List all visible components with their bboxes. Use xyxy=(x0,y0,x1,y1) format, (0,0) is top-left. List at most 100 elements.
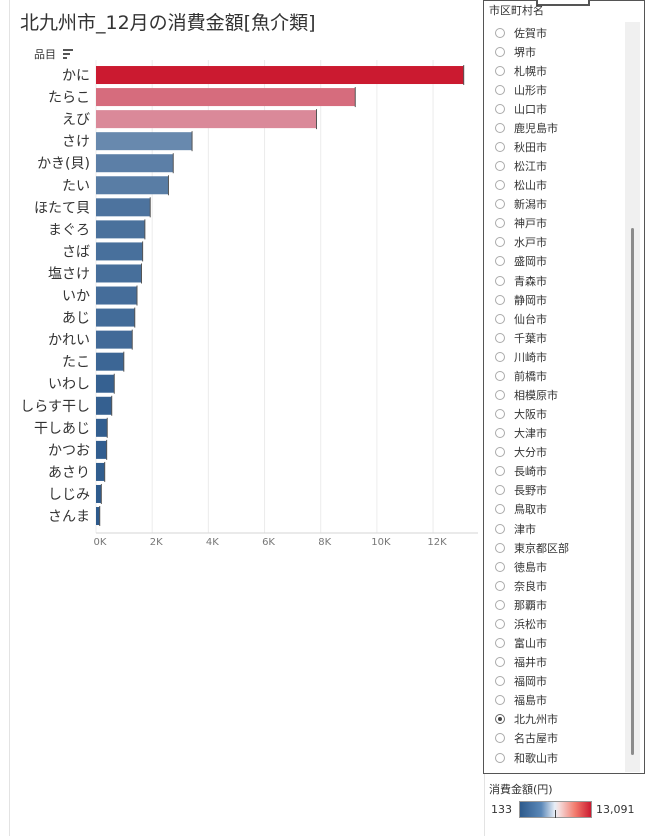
bar[interactable] xyxy=(96,132,193,151)
filter-option[interactable]: 大阪市 xyxy=(495,405,619,424)
filter-option[interactable]: 福井市 xyxy=(495,653,619,672)
filter-scrollbar-thumb[interactable] xyxy=(631,228,634,755)
bar[interactable] xyxy=(96,418,108,437)
filter-option[interactable]: 徳島市 xyxy=(495,557,619,576)
radio-button[interactable] xyxy=(495,122,505,133)
radio-button[interactable] xyxy=(495,428,505,439)
filter-option[interactable]: 長野市 xyxy=(495,481,619,500)
filter-option[interactable]: 和歌山市 xyxy=(495,748,619,767)
radio-button[interactable] xyxy=(495,161,505,172)
bar[interactable] xyxy=(96,66,464,85)
filter-option[interactable]: 長崎市 xyxy=(495,462,619,481)
bar[interactable] xyxy=(96,110,317,129)
filter-option[interactable]: 神戸市 xyxy=(495,214,619,233)
filter-option[interactable]: 山口市 xyxy=(495,99,619,118)
bar[interactable] xyxy=(96,176,169,195)
filter-option[interactable]: 佐賀市 xyxy=(495,23,619,42)
radio-button[interactable] xyxy=(495,752,505,763)
radio-button[interactable] xyxy=(495,390,505,401)
filter-option[interactable]: 名古屋市 xyxy=(495,729,619,748)
filter-option[interactable]: 前橋市 xyxy=(495,366,619,385)
radio-button[interactable] xyxy=(495,218,505,229)
bar[interactable] xyxy=(96,242,143,261)
filter-option[interactable]: 北九州市 xyxy=(495,710,619,729)
radio-button[interactable] xyxy=(495,180,505,191)
radio-button[interactable] xyxy=(495,638,505,649)
bar[interactable] xyxy=(96,330,133,349)
filter-option[interactable]: 相模原市 xyxy=(495,385,619,404)
filter-option[interactable]: 大津市 xyxy=(495,424,619,443)
filter-option[interactable]: 福岡市 xyxy=(495,672,619,691)
filter-option[interactable]: 千葉市 xyxy=(495,328,619,347)
bar[interactable] xyxy=(96,440,107,459)
radio-button[interactable] xyxy=(495,313,505,324)
bar[interactable] xyxy=(96,352,124,371)
bar[interactable] xyxy=(96,396,112,415)
radio-button[interactable] xyxy=(495,142,505,152)
radio-button[interactable] xyxy=(495,714,505,725)
radio-button[interactable] xyxy=(495,199,505,210)
radio-button[interactable] xyxy=(495,351,505,362)
bar[interactable] xyxy=(96,484,102,503)
bar[interactable] xyxy=(96,88,356,107)
radio-button[interactable] xyxy=(495,65,505,76)
filter-option[interactable]: 大分市 xyxy=(495,443,619,462)
radio-button[interactable] xyxy=(495,256,505,267)
filter-option[interactable]: 鳥取市 xyxy=(495,500,619,519)
filter-option[interactable]: 盛岡市 xyxy=(495,252,619,271)
bar[interactable] xyxy=(96,374,115,393)
radio-button[interactable] xyxy=(495,504,505,515)
filter-option[interactable]: 堺市 xyxy=(495,42,619,61)
radio-button[interactable] xyxy=(495,561,505,572)
filter-option[interactable]: 東京都区部 xyxy=(495,538,619,557)
filter-drag-handle[interactable] xyxy=(536,0,590,6)
filter-option[interactable]: 山形市 xyxy=(495,80,619,99)
bar[interactable] xyxy=(96,220,145,239)
filter-option[interactable]: 浜松市 xyxy=(495,614,619,633)
radio-button[interactable] xyxy=(495,27,505,38)
filter-option[interactable]: 新潟市 xyxy=(495,195,619,214)
radio-button[interactable] xyxy=(495,580,505,591)
filter-option[interactable]: 青森市 xyxy=(495,271,619,290)
filter-option[interactable]: 松江市 xyxy=(495,157,619,176)
radio-button[interactable] xyxy=(495,695,505,706)
filter-option[interactable]: 松山市 xyxy=(495,176,619,195)
radio-button[interactable] xyxy=(495,46,505,57)
filter-option[interactable]: 奈良市 xyxy=(495,576,619,595)
bar[interactable] xyxy=(96,154,174,173)
filter-option[interactable]: 富山市 xyxy=(495,634,619,653)
filter-option[interactable]: 札幌市 xyxy=(495,61,619,80)
radio-button[interactable] xyxy=(495,370,505,381)
bar[interactable] xyxy=(96,507,100,526)
radio-button[interactable] xyxy=(495,332,505,343)
filter-option[interactable]: 仙台市 xyxy=(495,309,619,328)
radio-button[interactable] xyxy=(495,409,505,420)
sort-icon[interactable] xyxy=(63,49,73,59)
radio-button[interactable] xyxy=(495,447,505,458)
radio-button[interactable] xyxy=(495,103,505,114)
bar[interactable] xyxy=(96,462,105,481)
radio-button[interactable] xyxy=(495,618,505,629)
filter-option[interactable]: 那覇市 xyxy=(495,595,619,614)
radio-button[interactable] xyxy=(495,275,505,286)
radio-button[interactable] xyxy=(495,485,505,496)
radio-button[interactable] xyxy=(495,294,505,305)
bar[interactable] xyxy=(96,308,135,327)
filter-option[interactable]: 川崎市 xyxy=(495,347,619,366)
filter-option[interactable]: 鹿児島市 xyxy=(495,118,619,137)
radio-button[interactable] xyxy=(495,523,505,534)
radio-button[interactable] xyxy=(495,733,505,744)
filter-option[interactable]: 静岡市 xyxy=(495,290,619,309)
bar[interactable] xyxy=(96,264,142,283)
radio-button[interactable] xyxy=(495,676,505,687)
radio-button[interactable] xyxy=(495,542,505,553)
radio-button[interactable] xyxy=(495,599,505,610)
filter-option[interactable]: 秋田市 xyxy=(495,137,619,156)
filter-option[interactable]: 福島市 xyxy=(495,691,619,710)
filter-option[interactable]: 水戸市 xyxy=(495,233,619,252)
bar[interactable] xyxy=(96,286,138,305)
radio-button[interactable] xyxy=(495,237,505,248)
radio-button[interactable] xyxy=(495,84,505,95)
filter-option[interactable]: 津市 xyxy=(495,519,619,538)
radio-button[interactable] xyxy=(495,657,505,668)
